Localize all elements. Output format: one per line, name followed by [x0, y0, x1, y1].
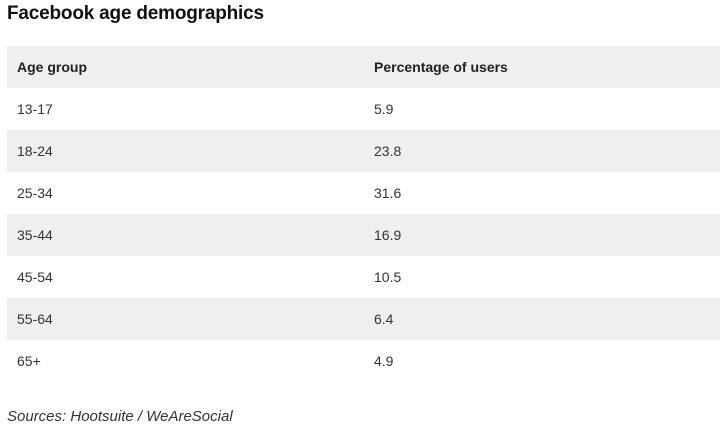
table-row: 13-17 5.9 — [7, 88, 720, 130]
cell-percentage: 4.9 — [374, 353, 394, 369]
table-row: 45-54 10.5 — [7, 256, 720, 298]
header-percentage: Percentage of users — [374, 59, 508, 75]
cell-percentage: 10.5 — [374, 269, 402, 285]
demographics-table: Age group Percentage of users 13-17 5.9 18… — [7, 46, 720, 382]
cell-age-group: 35-44 — [17, 227, 53, 243]
table-header-row: Age group Percentage of users — [7, 46, 720, 88]
table-row: 65+ 4.9 — [7, 340, 720, 382]
table-row: 18-24 23.8 — [7, 130, 720, 172]
cell-age-group: 25-34 — [17, 185, 53, 201]
page-title: Facebook age demographics — [7, 3, 264, 24]
source-note: Sources: Hootsuite / WeAreSocial — [7, 408, 233, 425]
cell-age-group: 65+ — [17, 353, 41, 369]
table-row: 35-44 16.9 — [7, 214, 720, 256]
cell-percentage: 5.9 — [374, 101, 394, 117]
cell-percentage: 23.8 — [374, 143, 402, 159]
cell-age-group: 45-54 — [17, 269, 53, 285]
cell-age-group: 18-24 — [17, 143, 53, 159]
cell-age-group: 13-17 — [17, 101, 53, 117]
cell-age-group: 55-64 — [17, 311, 53, 327]
table-row: 55-64 6.4 — [7, 298, 720, 340]
cell-percentage: 31.6 — [374, 185, 402, 201]
cell-percentage: 16.9 — [374, 227, 402, 243]
header-age-group: Age group — [17, 59, 87, 75]
table-row: 25-34 31.6 — [7, 172, 720, 214]
cell-percentage: 6.4 — [374, 311, 394, 327]
